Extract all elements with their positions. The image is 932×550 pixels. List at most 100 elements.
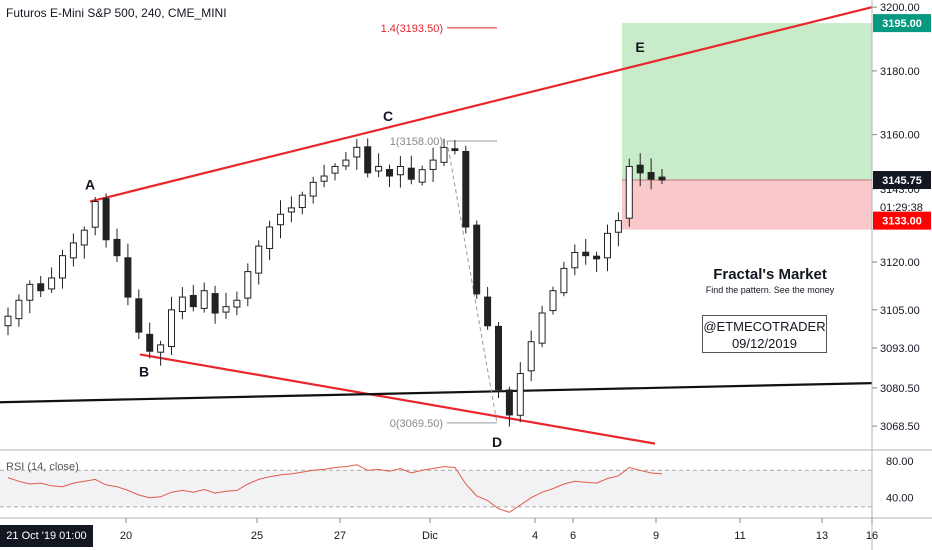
price-tag-dark <box>873 171 931 190</box>
candle-body <box>146 333 154 352</box>
candle-body <box>451 148 459 152</box>
time-tick-label: 4 <box>532 530 538 542</box>
candle-body <box>462 150 470 228</box>
candle-body <box>255 245 263 274</box>
fib-label-1-4: 1.4(3193.50) <box>381 23 443 35</box>
candle-body <box>233 299 241 308</box>
brand-name: Fractal's Market <box>713 266 827 283</box>
candle-body <box>407 167 415 180</box>
candle-body <box>298 194 306 209</box>
candle-body <box>277 213 284 226</box>
candle-body <box>320 175 328 182</box>
candle-body <box>386 169 393 177</box>
time-tick-label: 11 <box>734 530 745 542</box>
candle-body <box>418 169 426 183</box>
candle-body <box>353 146 361 158</box>
trade-zones <box>622 23 872 230</box>
fib-label-1: 1(3158.00) <box>390 136 443 148</box>
candle-body <box>309 181 317 197</box>
candle-body <box>396 165 404 176</box>
candle-body <box>440 146 448 163</box>
time-tick-label: 13 <box>816 530 828 542</box>
price-tag-red <box>873 211 931 230</box>
candle-body <box>527 341 535 372</box>
candle-body <box>15 299 23 320</box>
time-tick-label: 25 <box>251 530 263 542</box>
candle-body <box>560 267 568 294</box>
candle-body <box>604 232 611 259</box>
symbol-title: Futuros E-Mini S&P 500, 240, CME_MINI <box>6 6 227 20</box>
price-tag-label: 3133.00 <box>882 216 922 228</box>
candle-body <box>582 251 590 257</box>
candle-body <box>505 389 513 416</box>
candle-body <box>168 309 175 348</box>
time-cursor-label: 21 Oct '19 01:00 <box>0 525 93 547</box>
candle-body <box>636 164 644 174</box>
candle-body <box>178 296 186 313</box>
handle-box: @ETMECOTRADER 09/12/2019 <box>702 315 827 353</box>
loss-zone <box>622 180 872 230</box>
price-tag-green <box>873 14 931 33</box>
candle-body <box>244 271 252 299</box>
price-tick-label: 3068.50 <box>880 421 920 433</box>
price-tag-label: 3195.00 <box>882 18 922 30</box>
time-tick-label: 9 <box>653 530 659 542</box>
candle-body <box>135 298 143 333</box>
price-tick-label: 3180.00 <box>880 66 920 78</box>
brand-tagline: Find the pattern. See the money <box>705 285 835 295</box>
price-tick-label: 3120.00 <box>880 257 920 269</box>
candle-body <box>571 251 579 269</box>
candle-body <box>26 283 34 301</box>
time-tick-label: 20 <box>120 530 132 542</box>
candle-body <box>593 255 601 260</box>
candle-body <box>375 165 383 172</box>
candle-body <box>364 146 372 174</box>
brand-block: Fractal's Market Find the pattern. See t… <box>660 266 880 295</box>
candle-body <box>495 325 502 390</box>
candle-body <box>69 242 77 259</box>
price-tick-label: 3200.00 <box>880 2 920 14</box>
annotations: A B C D E 1(3158.00) 0(3069.50) 1.4(3193.50) <box>85 23 645 450</box>
trendline-upper <box>89 6 873 203</box>
rsi-line <box>7 464 663 513</box>
trendline-support <box>0 382 873 404</box>
candle-body <box>113 238 121 257</box>
pattern-label-e: E <box>635 39 644 55</box>
candle-body <box>124 257 132 298</box>
candle-body <box>4 315 12 327</box>
price-tick-label: 3160.00 <box>880 130 920 142</box>
candle-body <box>200 290 208 309</box>
rsi-title: RSI (14, close) <box>6 461 79 473</box>
candle-body <box>211 293 219 314</box>
pattern-label-a: A <box>85 177 95 193</box>
candle-body <box>222 306 230 313</box>
candle-body <box>266 226 274 249</box>
handle-date: 09/12/2019 <box>731 336 798 351</box>
candle-body <box>647 172 655 180</box>
candle-body <box>48 277 56 290</box>
time-axis: 20 25 27 Dic 4 6 9 11 13 16 <box>120 518 878 542</box>
time-tick-label: 16 <box>866 530 878 542</box>
pattern-label-d: D <box>492 434 502 450</box>
rsi-tick-label: 80.00 <box>886 456 914 468</box>
handle-text: @ETMECOTRADER <box>703 319 826 334</box>
candle-body <box>287 207 295 213</box>
trendline-lower <box>139 353 656 445</box>
price-tick-label: 3080.50 <box>880 383 920 395</box>
candle-body <box>538 312 546 344</box>
fib-diagonal <box>446 140 498 424</box>
rsi-band <box>0 470 872 507</box>
candle-body <box>189 294 197 308</box>
trendlines <box>0 6 873 445</box>
candle-body <box>342 159 350 167</box>
candle-body <box>516 373 524 416</box>
price-tick-label: 3093.00 <box>880 343 920 355</box>
candle-body <box>614 220 622 233</box>
price-tick-label: 3105.00 <box>880 305 920 317</box>
candle-body <box>625 165 633 219</box>
profit-zone <box>622 23 872 181</box>
candle-body <box>59 255 66 279</box>
candle-body <box>473 224 481 295</box>
